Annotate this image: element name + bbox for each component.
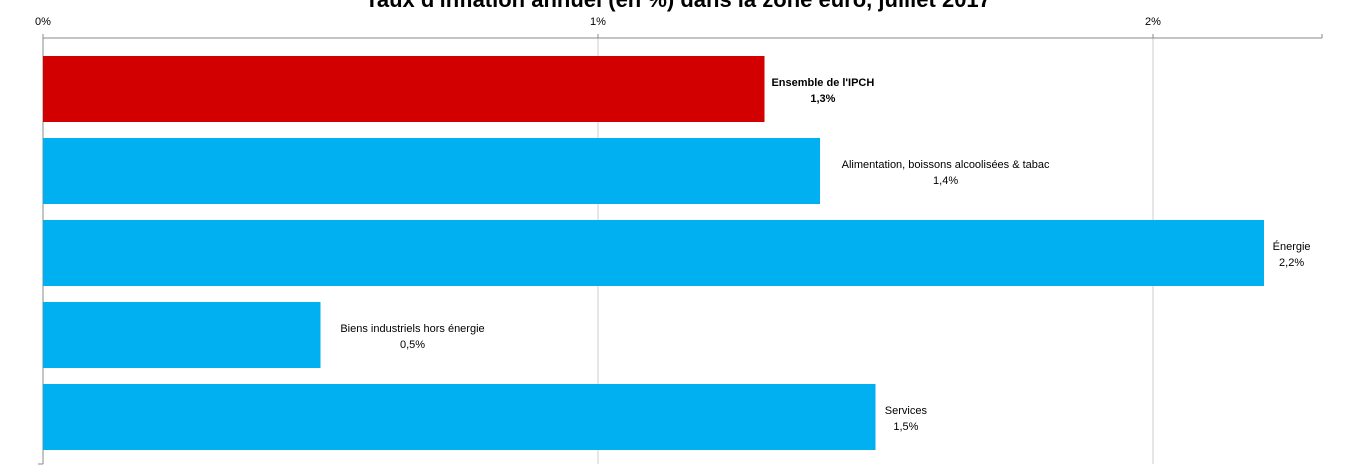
bar-category-label: Alimentation, boissons alcoolisées & tab… <box>842 159 1050 171</box>
bar-value-label: 0,5% <box>400 339 425 351</box>
bar-value-label: 1,5% <box>893 421 918 433</box>
bar-category-label: Énergie <box>1273 240 1311 253</box>
bar-category-label: Biens industriels hors énergie <box>340 323 484 335</box>
bar <box>43 138 820 204</box>
bar-value-label: 1,4% <box>933 175 958 187</box>
bar-labels: Ensemble de l'IPCH 1,3% Alimentation, bois… <box>340 77 1310 433</box>
bar <box>43 56 765 122</box>
chart-title: Taux d'inflation annuel (en %) dans la z… <box>365 0 991 12</box>
bars <box>43 56 1264 450</box>
bar-category-label: Ensemble de l'IPCH <box>771 77 874 89</box>
x-tick-label: 0% <box>35 16 51 28</box>
bar-category-label: Services <box>885 405 928 417</box>
x-tick-label: 2% <box>1145 16 1161 28</box>
x-tick-label: 1% <box>590 16 606 28</box>
bar-value-label: 1,3% <box>810 93 835 105</box>
bar <box>43 220 1264 286</box>
bar-value-label: 2,2% <box>1279 257 1304 269</box>
bar <box>43 302 321 368</box>
bar <box>43 384 876 450</box>
